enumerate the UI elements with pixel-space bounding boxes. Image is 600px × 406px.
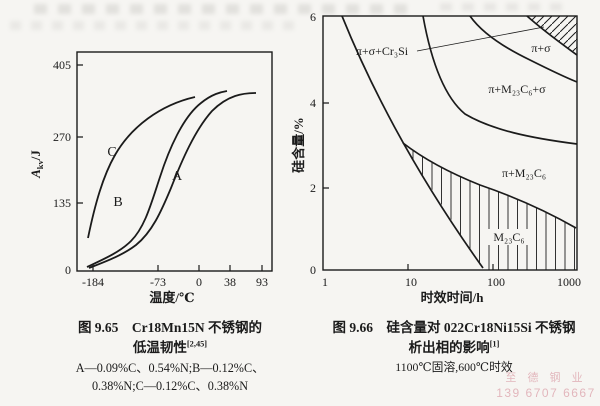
right-y-tick-label: 2 xyxy=(310,181,316,195)
region-label-pi-m23c6: π+M₂₃C₆ xyxy=(502,166,546,180)
right-x-axis-title: 时效时间/h xyxy=(421,290,485,305)
right-x-tick-label: 1000 xyxy=(557,275,581,289)
left-x-axis-title: 温度/℃ xyxy=(149,290,194,305)
right-x-tick-label: 100 xyxy=(487,275,505,289)
right-chart: 6 4 2 0 1 10 100 1000 硅含量/% 时效时间/h π+σ+C… xyxy=(291,10,581,305)
left-plot-frame xyxy=(76,51,273,272)
left-x-tick-label: 38 xyxy=(224,275,236,289)
watermark: 至 德 钢 业 139 6707 6667 xyxy=(494,372,598,401)
left-caption-legend-line1: A—0.09%C、0.54%N;B—0.12%C、 xyxy=(75,360,265,375)
phase-boundary-precipitation-start xyxy=(341,15,484,269)
right-x-tick-label: 1 xyxy=(322,275,328,289)
region-label-pi-m23c6-sigma: π+M₂₃C₆+σ xyxy=(488,82,546,96)
right-y-ticks xyxy=(323,102,329,189)
left-x-tick-label: 0 xyxy=(196,275,202,289)
left-x-ticks xyxy=(92,265,263,271)
region-label-pi-sigma: π+σ xyxy=(531,41,551,55)
right-figure-caption: 图 9.66 硅含量对 022Cr18Ni15Si 不锈钢 析出相的影响[1] … xyxy=(305,318,600,376)
watermark-phone: 139 6707 6667 xyxy=(496,385,596,400)
curve-label-b: B xyxy=(113,195,122,210)
right-caption-treatment-note: 1100℃固溶,600℃时效 xyxy=(395,359,513,374)
left-x-tick-label: -184 xyxy=(82,275,104,289)
watermark-company: 至 德 钢 业 xyxy=(505,372,587,384)
curve-label-a: A xyxy=(172,169,183,184)
right-caption-title: 图 9.66 硅含量对 022Cr18Ni15Si 不锈钢 xyxy=(332,320,576,335)
right-plot-frame xyxy=(322,15,578,271)
phase-boundary-cr3si-corner xyxy=(526,15,578,56)
right-x-tick-label: 10 xyxy=(405,275,417,289)
left-y-tick-label: 0 xyxy=(65,263,71,277)
left-figure-caption: 图 9.65 Cr18Mn15N 不锈钢的 低温韧性[2,45] A—0.09%… xyxy=(15,318,325,395)
right-caption-subtitle-text: 析出相的影响 xyxy=(408,340,490,356)
region-label-m23c6-backing xyxy=(487,229,531,245)
left-chart: 405 270 135 0 -184 -73 0 38 93 Akv/J 温度/… xyxy=(28,51,273,305)
left-y-axis-title-unit: /J xyxy=(28,150,43,162)
region-m23c6-hatch xyxy=(403,143,576,270)
left-caption-subtitle: 低温韧性[2,45] xyxy=(15,338,325,358)
curve-c xyxy=(87,96,196,239)
left-x-tick-label: -73 xyxy=(150,275,166,289)
right-y-axis-title: 硅含量/% xyxy=(291,117,306,173)
left-caption-subtitle-text: 低温韧性 xyxy=(132,340,187,356)
right-y-tick-label: 4 xyxy=(310,96,316,110)
curve-b xyxy=(86,90,228,268)
left-y-tick-label: 135 xyxy=(53,196,71,210)
left-y-axis-title-main: A xyxy=(28,169,43,179)
region-label-m23c6: M₂₃C₆ xyxy=(493,230,524,244)
right-y-tick-label: 6 xyxy=(310,10,316,24)
right-y-tick-label: 0 xyxy=(310,263,316,277)
left-y-tick-label: 405 xyxy=(53,58,71,72)
phase-boundary-m23c6-wedge xyxy=(402,142,577,229)
right-caption-subtitle: 析出相的影响[1] xyxy=(305,338,600,358)
left-x-tick-label: 93 xyxy=(256,275,268,289)
right-caption-reference: [1] xyxy=(489,339,500,349)
right-x-ticks xyxy=(407,264,494,270)
left-caption-reference: [2,45] xyxy=(186,339,208,349)
phase-boundary-m23c6-sigma xyxy=(422,15,578,145)
region-label-pi-sigma-cr3si: π+σ+Cr₃Si xyxy=(356,44,409,58)
left-caption-legend-line2: 0.38%N;C—0.12%C、0.38%N xyxy=(91,378,249,393)
left-y-axis-title-sub: kv xyxy=(35,159,45,169)
left-caption-title: 图 9.65 Cr18Mn15N 不锈钢的 xyxy=(77,320,263,335)
left-y-axis-title: Akv/J xyxy=(28,150,45,179)
leader-line-pi-sigma-cr3si xyxy=(416,26,545,52)
curve-label-c: C xyxy=(107,145,116,160)
left-y-tick-label: 270 xyxy=(53,130,71,144)
phase-boundary-pi-sigma xyxy=(469,15,578,83)
curve-a xyxy=(88,92,257,269)
left-y-ticks xyxy=(77,64,83,204)
